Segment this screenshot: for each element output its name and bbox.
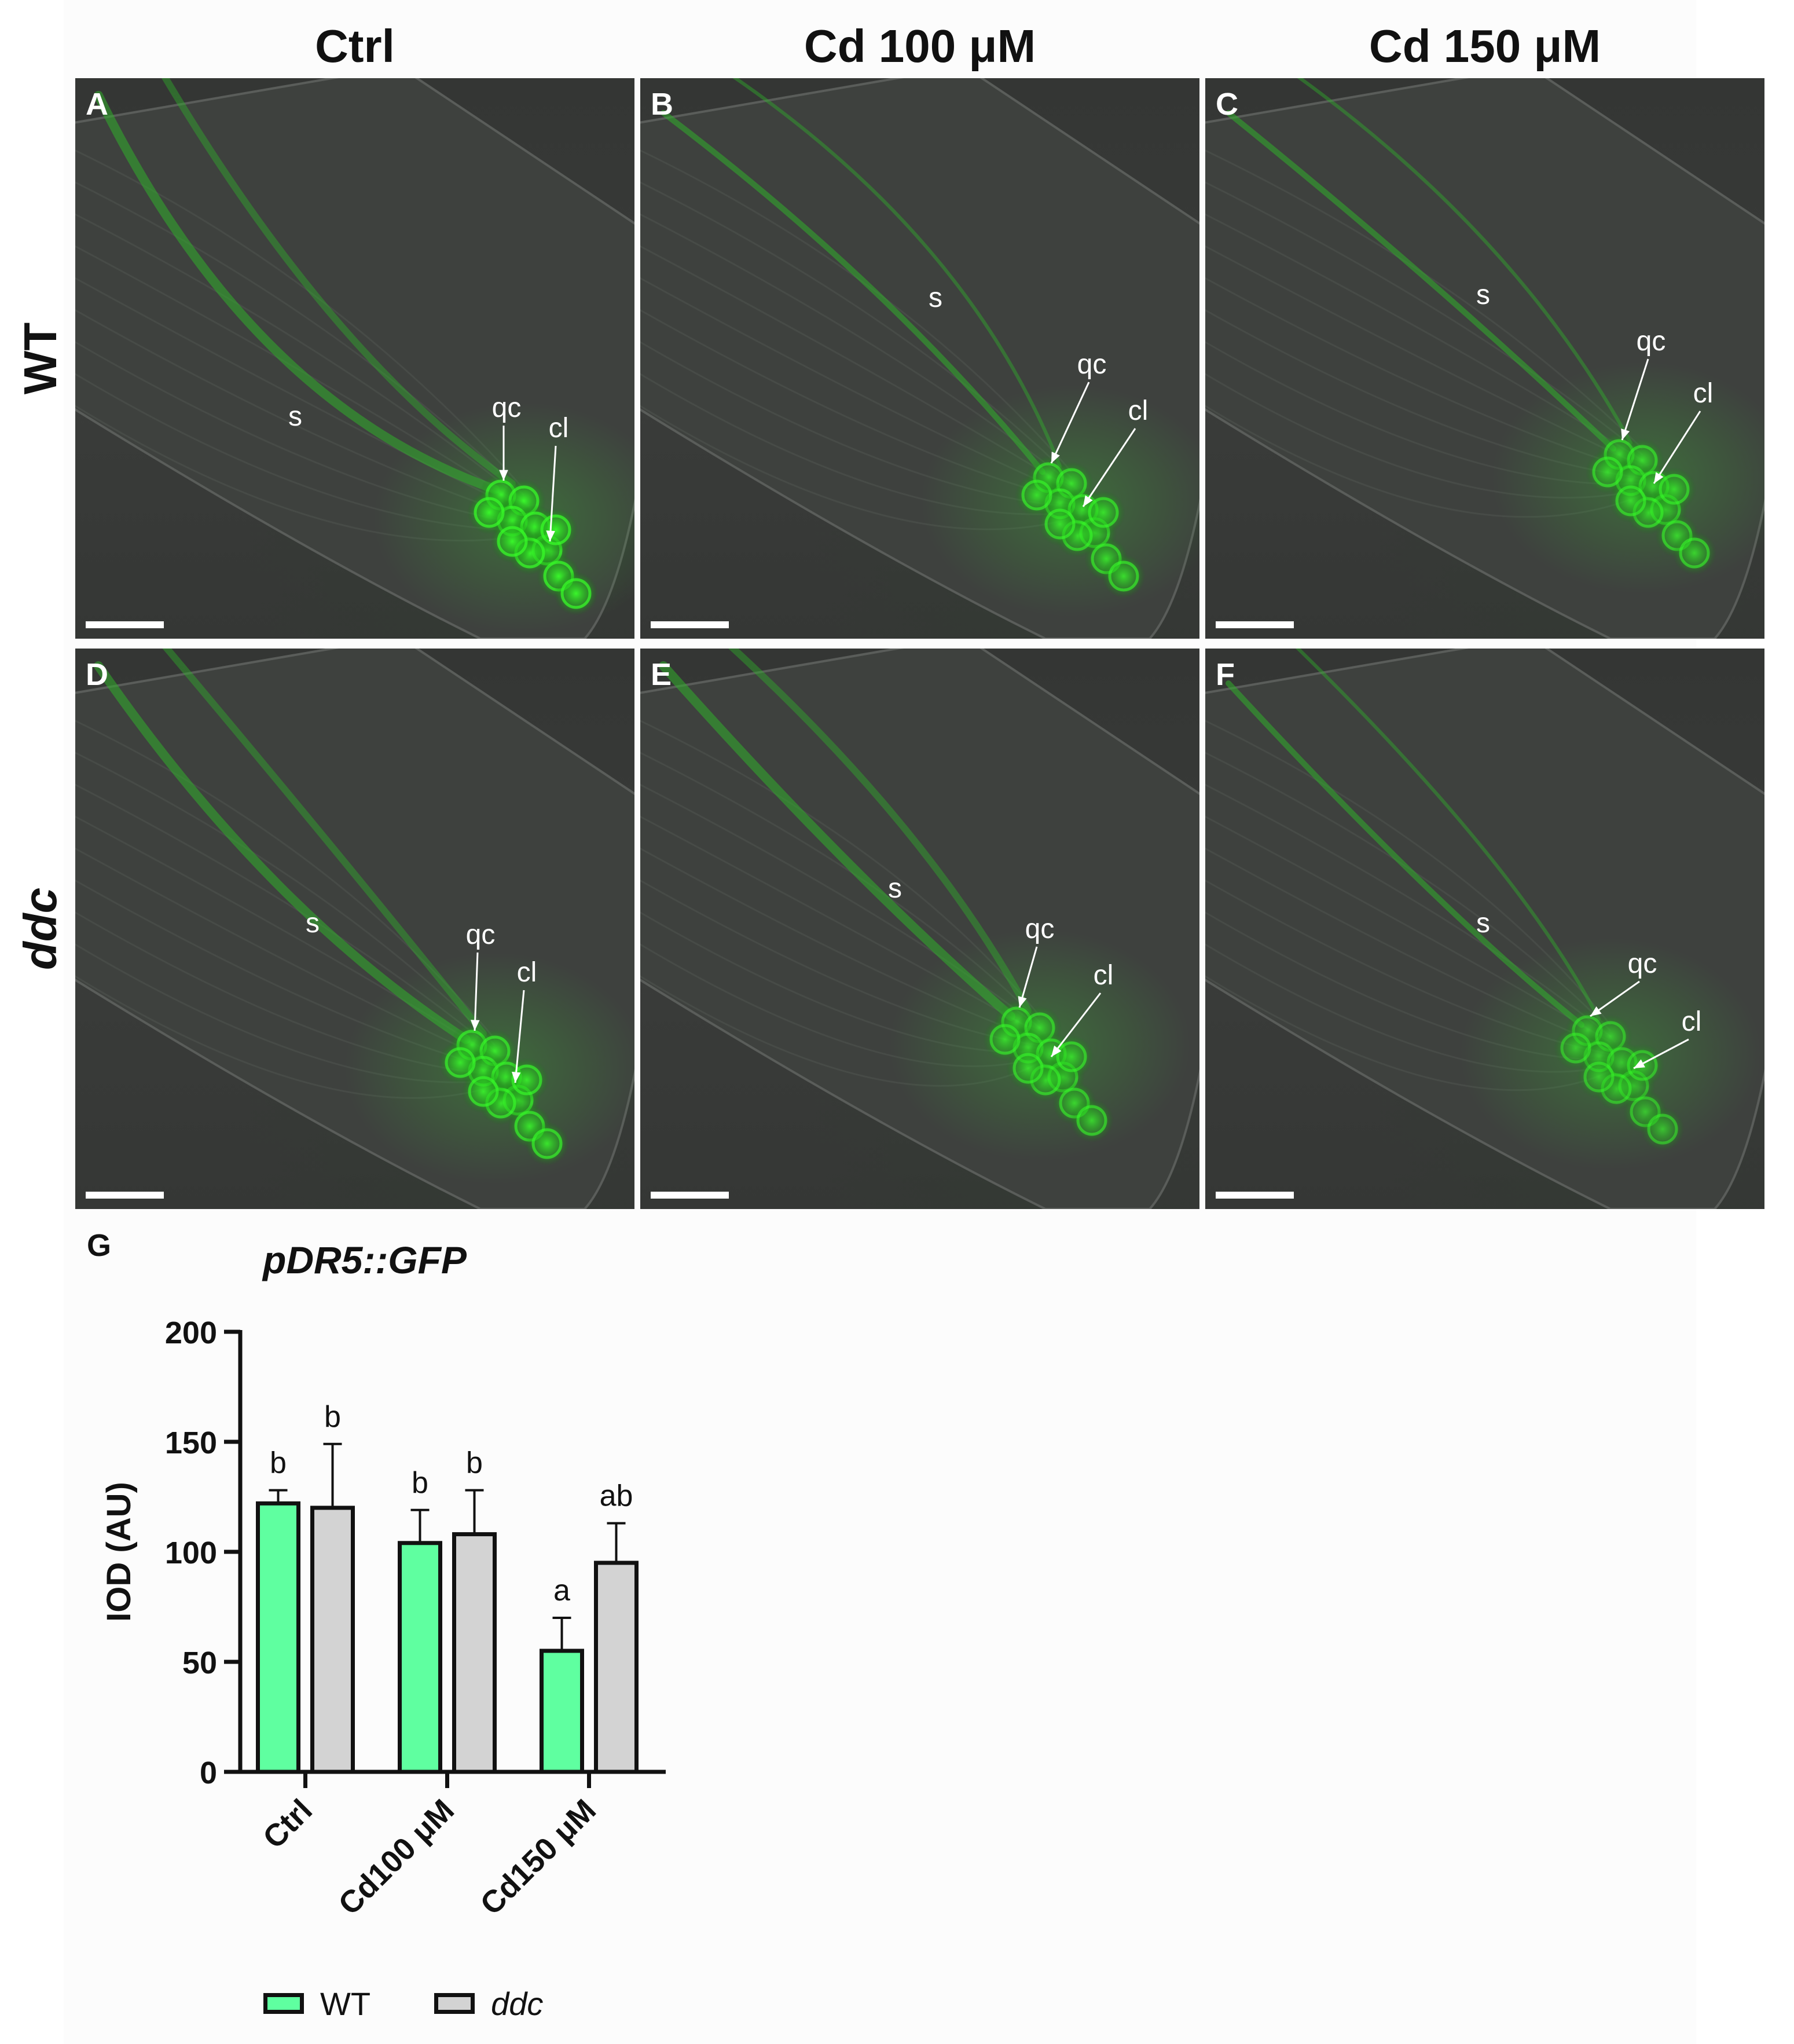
panel-letter-a: A xyxy=(86,87,108,122)
panel-letter-d: D xyxy=(86,657,108,692)
chart-legend: WT ddc xyxy=(263,1980,607,2027)
label-stele: s xyxy=(929,283,942,313)
label-quiescent-centre: qc xyxy=(1077,349,1107,380)
panel-letter-c: C xyxy=(1216,87,1238,122)
chart-title: pDR5::GFP xyxy=(263,1239,467,1281)
micrograph-panel-f: s qc cl F xyxy=(1205,649,1764,1209)
micrograph-panel-d: s qc cl D xyxy=(75,649,634,1209)
label-columella: cl xyxy=(517,957,537,988)
panel-letter-f: F xyxy=(1216,657,1235,692)
panel-letter-e: E xyxy=(651,657,672,692)
panel-letter-b: B xyxy=(651,87,673,122)
label-quiescent-centre: qc xyxy=(1628,948,1657,979)
x-tick-label: Ctrl xyxy=(256,1793,319,1855)
scale-bar xyxy=(1216,621,1294,628)
legend-item-ddc: ddc xyxy=(434,1985,543,2023)
y-tick-label: 150 xyxy=(165,1426,217,1460)
label-stele: s xyxy=(1476,908,1490,939)
significance-letter: b xyxy=(466,1446,483,1480)
micrograph-panel-a: s qc cl A xyxy=(75,78,634,639)
label-quiescent-centre: qc xyxy=(1025,914,1055,944)
significance-letter: a xyxy=(553,1574,570,1607)
micrograph-panel-c: s qc cl C xyxy=(1205,78,1764,639)
y-tick-label: 0 xyxy=(200,1756,217,1790)
label-columella: cl xyxy=(1128,395,1149,426)
bar-wt xyxy=(540,1649,584,1774)
legend-swatch-wt xyxy=(263,1993,304,2014)
micrograph-panel-b: s qc cl B xyxy=(640,78,1199,639)
y-tick-label: 50 xyxy=(182,1646,217,1680)
scale-bar xyxy=(86,621,164,628)
label-quiescent-centre: qc xyxy=(466,920,496,950)
scale-bar xyxy=(86,1192,164,1199)
label-stele: s xyxy=(1476,280,1490,310)
label-stele: s xyxy=(306,908,320,939)
legend-label-ddc: ddc xyxy=(491,1985,544,2022)
y-tick-label: 100 xyxy=(165,1536,217,1570)
column-header-cd150: Cd 150 μM xyxy=(1369,20,1601,72)
label-columella: cl xyxy=(1682,1006,1702,1037)
scale-bar xyxy=(651,621,729,628)
scale-bar xyxy=(1216,1192,1294,1199)
panel-letter-g: G xyxy=(87,1228,112,1263)
micrograph-panel-e: s qc cl E xyxy=(640,649,1199,1209)
column-header-ctrl: Ctrl xyxy=(315,20,395,72)
column-header-cd100: Cd 100 μM xyxy=(804,20,1036,72)
significance-letter: b xyxy=(412,1466,428,1500)
label-columella: cl xyxy=(1693,378,1714,409)
significance-letter: b xyxy=(270,1446,287,1480)
y-axis-label: IOD (AU) xyxy=(100,1482,138,1622)
bar-ddc xyxy=(452,1532,497,1774)
bar-ddc xyxy=(310,1505,355,1774)
scale-bar xyxy=(651,1192,729,1199)
x-tick-label: Cd100 μM xyxy=(332,1793,461,1922)
label-stele: s xyxy=(288,401,302,432)
x-tick-label: Cd150 μM xyxy=(474,1793,603,1922)
label-quiescent-centre: qc xyxy=(1637,326,1666,357)
bar-chart-panel: G pDR5::GFP 0 50 100 150 200 IOD (AU) b b Ctrl b b… xyxy=(64,1216,700,2044)
row-header-wt: WT xyxy=(14,322,66,395)
significance-letter: ab xyxy=(600,1479,633,1513)
label-columella: cl xyxy=(1094,960,1114,991)
legend-swatch-ddc xyxy=(434,1993,475,2014)
significance-letter: b xyxy=(324,1400,341,1434)
root-tip-image: s qc cl xyxy=(640,649,1199,1209)
label-stele: s xyxy=(888,873,902,904)
bar-wt xyxy=(256,1501,300,1774)
bar-chart: 0 50 100 150 200 IOD (AU) b b Ctrl b b Cd100 μM a ab C… xyxy=(100,1316,666,1922)
label-columella: cl xyxy=(549,413,569,444)
label-quiescent-centre: qc xyxy=(492,393,522,423)
y-tick-label: 200 xyxy=(165,1316,217,1350)
legend-item-wt: WT xyxy=(263,1985,370,2023)
legend-label-wt: WT xyxy=(320,1985,371,2022)
bar-ddc xyxy=(594,1561,639,1774)
bar-wt xyxy=(398,1541,442,1774)
row-header-ddc: ddc xyxy=(14,887,67,970)
